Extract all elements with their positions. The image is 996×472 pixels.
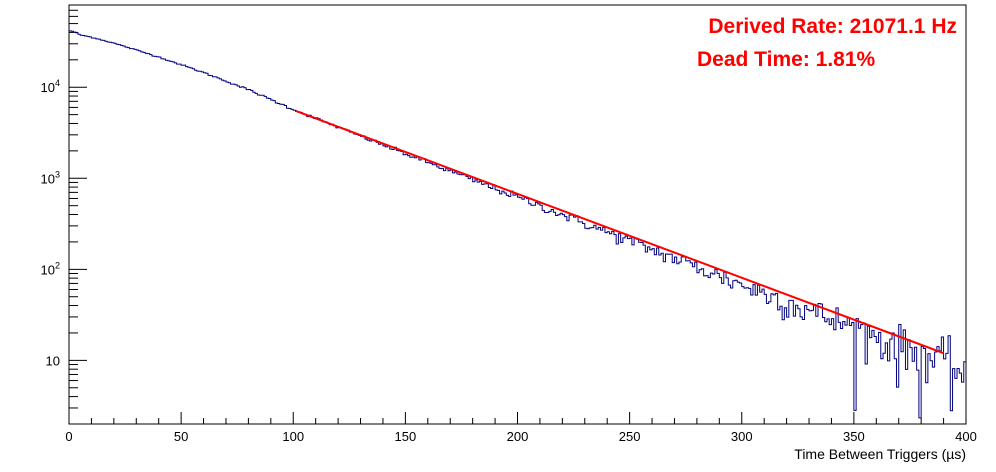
series-layer [69, 30, 966, 419]
axis-ticks [68, 4, 967, 425]
y-tick-labels: 10 102 103 104 [41, 78, 60, 368]
x-tick-label: 0 [65, 429, 72, 444]
x-tick-label: 300 [731, 429, 753, 444]
x-tick-label: 100 [282, 429, 304, 444]
fit-line [295, 109, 944, 355]
annotation-derived-rate: Derived Rate: 21071.1 Hz [708, 15, 957, 38]
x-tick-label: 250 [619, 429, 641, 444]
x-tick-label: 50 [174, 429, 188, 444]
x-tick-label: 400 [955, 429, 977, 444]
x-tick-label: 350 [843, 429, 865, 444]
y-tick-label: 104 [41, 78, 60, 95]
x-tick-labels: 0 50 100 150 200 250 300 350 400 [65, 429, 976, 444]
annotation-dead-time: Dead Time: 1.81% [697, 48, 876, 71]
y-tick-label: 102 [41, 260, 60, 277]
histogram-series [69, 30, 966, 419]
y-tick-label: 10 [46, 353, 60, 368]
x-axis-title: Time Between Triggers (µs) [794, 446, 966, 462]
y-tick-label: 103 [41, 169, 60, 186]
x-tick-label: 200 [507, 429, 529, 444]
x-tick-label: 150 [395, 429, 417, 444]
